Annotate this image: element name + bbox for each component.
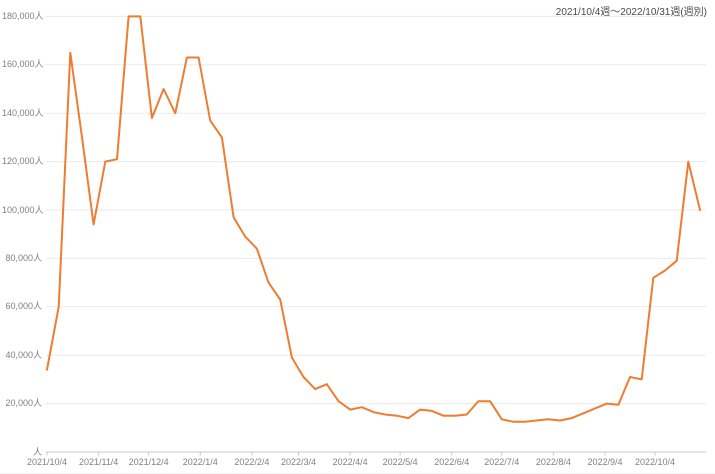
y-axis-label: 120,000人 xyxy=(2,156,44,167)
x-axis-label: 2022/2/4 xyxy=(234,457,270,467)
y-axis-label: 20,000人 xyxy=(5,398,42,409)
x-axis-label: 2021/12/4 xyxy=(128,457,169,467)
x-axis-label: 2022/3/4 xyxy=(280,457,317,467)
x-axis-label: 2021/10/4 xyxy=(26,457,68,467)
x-axis-label: 2021/11/4 xyxy=(78,457,119,467)
x-axis-label: 2022/4/4 xyxy=(332,457,368,467)
y-axis-label: 60,000人 xyxy=(5,301,42,312)
x-axis-label: 2022/7/4 xyxy=(484,457,520,467)
y-axis-label: 100,000人 xyxy=(2,204,44,215)
x-axis-label: 2022/6/4 xyxy=(434,457,470,467)
x-axis-label: 2022/5/4 xyxy=(382,457,418,467)
y-axis-label: 80,000人 xyxy=(5,252,42,263)
chart-title: 2021/10/4週～2022/10/31週(週別) xyxy=(555,7,707,18)
x-axis-label: 2022/10/4 xyxy=(634,457,676,467)
y-axis-label: 160,000人 xyxy=(2,59,44,70)
x-axis-label: 2022/1/4 xyxy=(182,457,218,467)
data-line-series xyxy=(46,15,701,423)
x-axis-label: 2022/8/4 xyxy=(535,457,571,467)
y-axis-label: 180,000人 xyxy=(2,10,44,21)
x-axis-label: 2022/9/4 xyxy=(587,457,623,467)
y-axis-label: 40,000人 xyxy=(5,349,42,360)
y-axis-label: 140,000人 xyxy=(2,107,44,118)
y-axis-label: 人 xyxy=(32,446,42,457)
